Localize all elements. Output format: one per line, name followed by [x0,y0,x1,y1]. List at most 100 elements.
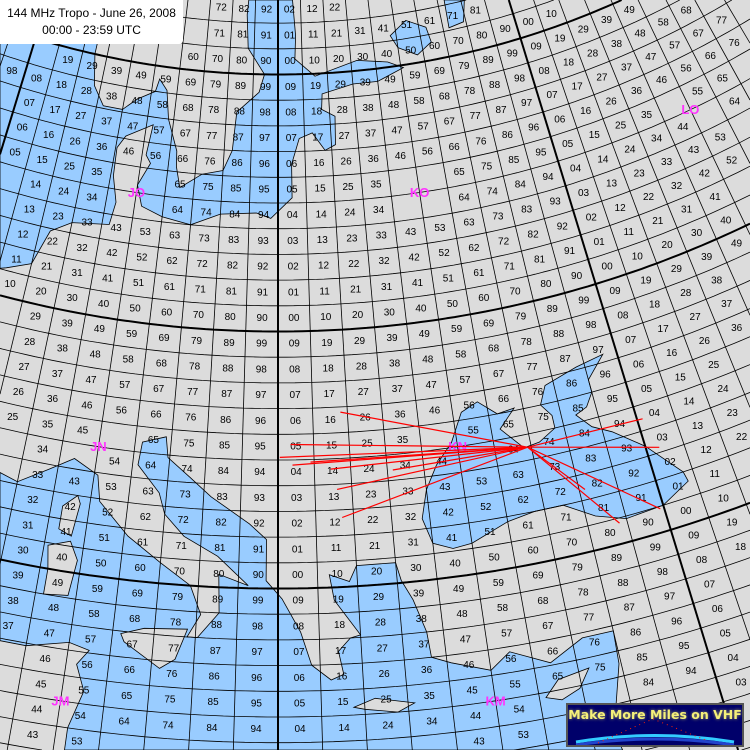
square-label: 46 [123,147,135,158]
square-label: 94 [250,724,262,735]
square-label: 90 [260,56,272,67]
square-label: 74 [487,186,499,197]
square-label: 56 [82,660,94,671]
square-label: 86 [220,415,232,426]
square-label: 10 [718,493,730,504]
square-label: 06 [17,123,29,134]
square-label: 67 [542,621,554,632]
square-label: 10 [309,55,321,66]
square-label: 47 [127,121,139,132]
grid-parallel [0,280,750,384]
grid-parallel [0,165,750,281]
square-label: 99 [507,49,519,60]
square-label: 19 [333,595,345,606]
square-label: 85 [219,441,231,452]
square-label: 54 [75,711,87,722]
square-label: 58 [123,355,135,366]
square-label: 43 [474,737,486,748]
square-label: 58 [658,17,670,28]
square-label: 21 [331,28,343,39]
square-label: 91 [253,544,265,555]
square-label: 41 [378,23,390,34]
square-label: 84 [229,209,241,220]
grid-parallel [0,78,750,204]
square-label: 87 [221,389,233,400]
square-label: 13 [328,492,340,503]
square-label: 14 [683,397,695,408]
square-label: 99 [650,542,662,553]
square-label: 16 [580,106,592,117]
square-label: 47 [426,380,438,391]
square-label: 03 [287,236,299,247]
square-label: 69 [434,66,446,77]
grid-meridian [637,0,750,235]
square-label: 21 [41,262,53,273]
square-label: 71 [504,262,516,273]
square-label: 36 [421,665,433,676]
square-label: 28 [81,86,93,97]
square-label: 15 [337,697,349,708]
square-label: 21 [350,285,362,296]
square-label: 95 [607,394,619,405]
grid-parallel [0,447,750,538]
square-label: 41 [102,274,114,285]
square-label: 61 [137,537,149,548]
square-label: 47 [85,375,97,386]
square-label: 21 [369,541,381,552]
square-label: 06 [633,359,645,370]
square-label: 33 [661,157,673,168]
square-label: 35 [397,435,409,446]
square-label: 09 [289,339,301,350]
square-label: 96 [528,123,540,134]
grid-meridian [232,0,256,750]
square-label: 07 [293,647,305,658]
square-label: 79 [572,562,584,573]
square-label: 76 [729,38,741,49]
square-label: 25 [7,412,19,423]
square-label: 48 [388,100,400,111]
square-label: 94 [254,467,266,478]
square-label: 98 [252,621,264,632]
square-label: 32 [27,495,39,506]
square-label: 01 [292,544,304,555]
square-label: 63 [169,231,181,242]
square-label: 20 [662,240,674,251]
square-label: 28 [587,49,599,60]
square-label: 08 [285,108,297,119]
square-label: 11 [624,227,635,238]
grid-parallel [0,638,750,718]
grid-parallel [0,48,750,178]
square-label: 14 [597,154,609,165]
qso-path-line [527,418,643,448]
qso-path-line [290,443,528,448]
square-label: 49 [136,71,148,82]
square-label: 89 [224,338,236,349]
grid-parallel [0,0,680,101]
square-label: 25 [708,360,720,371]
grid-parallel [0,136,750,255]
square-label: 36 [731,323,743,334]
square-label: 28 [24,337,36,348]
square-label: 11 [11,254,22,265]
grid-meridian [584,0,750,408]
square-label: 23 [53,212,65,223]
square-label: 90 [571,271,583,282]
square-label: 87 [560,354,572,365]
square-label: 50 [130,304,142,315]
square-label: 96 [671,616,683,627]
square-label: 54 [514,705,526,716]
square-label: 68 [439,92,451,103]
square-label: 90 [643,518,655,529]
field-boundary-parallel [0,222,750,333]
square-label: 12 [701,445,713,456]
square-label: 40 [98,299,110,310]
square-label: 78 [208,105,220,116]
square-label: 97 [259,133,271,144]
square-label: 05 [562,139,574,150]
square-label: 04 [294,724,306,735]
square-label: 88 [489,80,501,91]
grid-meridian [6,0,143,750]
square-label: 52 [102,507,114,518]
square-label: 17 [658,324,670,335]
square-label: 47 [460,635,472,646]
